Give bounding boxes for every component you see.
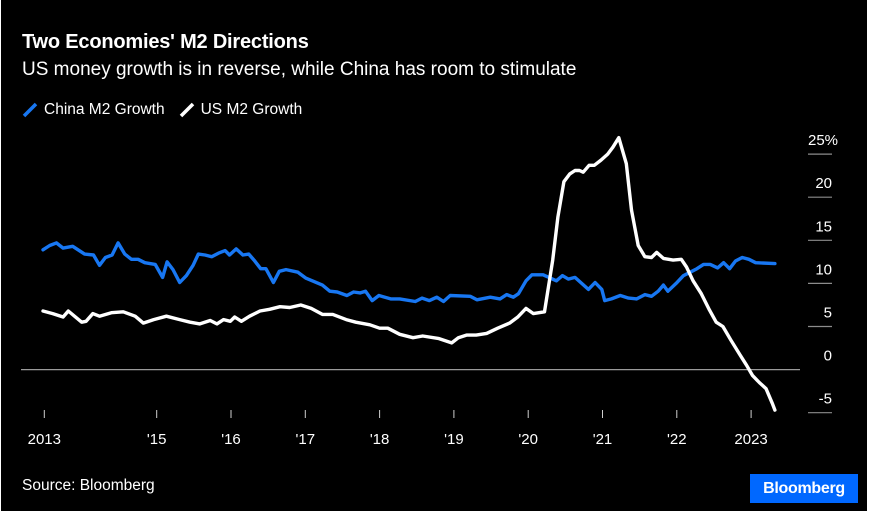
legend: China M2 Growth US M2 Growth [22, 101, 316, 119]
series-line-china-m2 [41, 241, 777, 304]
source-note: Source: Bloomberg [22, 477, 155, 494]
legend-label-china: China M2 Growth [44, 101, 165, 118]
legend-item-us: US M2 Growth [179, 101, 303, 119]
x-tick-label: '18 [370, 431, 390, 448]
x-tick-label: 2023 [734, 431, 767, 448]
gridlines [21, 153, 832, 414]
y-tick-label: 0 [824, 348, 832, 365]
legend-swatch-us-icon [179, 102, 194, 118]
legend-swatch-china-icon [22, 102, 38, 118]
x-tick-label: 2013 [28, 431, 61, 448]
x-tick-label: '16 [221, 431, 241, 448]
y-tick-label: -5 [819, 391, 832, 408]
chart-title: Two Economies' M2 Directions [22, 31, 309, 53]
x-tick-label: '15 [147, 431, 167, 448]
x-tick-label: '22 [667, 431, 687, 448]
chart-subtitle: US money growth is in reverse, while Chi… [22, 59, 577, 80]
x-axis: 2013 '15 '16 '17 '18 '19 '20 '21 '22 2023 [28, 410, 768, 448]
series-line-us-m2 [41, 136, 777, 412]
x-tick-label: '21 [593, 431, 613, 448]
legend-item-china: China M2 Growth [22, 101, 165, 119]
y-tick-label: 15 [815, 218, 832, 235]
legend-label-us: US M2 Growth [200, 101, 303, 118]
y-tick-label: 25% [808, 132, 838, 149]
series [41, 136, 777, 412]
y-tick-label: 20 [815, 175, 832, 192]
y-axis: 25% 20 15 10 5 0 -5 [808, 132, 838, 408]
y-tick-label: 10 [815, 261, 832, 278]
x-tick-label: '20 [518, 431, 538, 448]
y-tick-label: 5 [824, 305, 832, 322]
x-tick-label: '17 [296, 431, 316, 448]
bloomberg-logo: Bloomberg [750, 474, 858, 503]
x-tick-label: '19 [444, 431, 464, 448]
